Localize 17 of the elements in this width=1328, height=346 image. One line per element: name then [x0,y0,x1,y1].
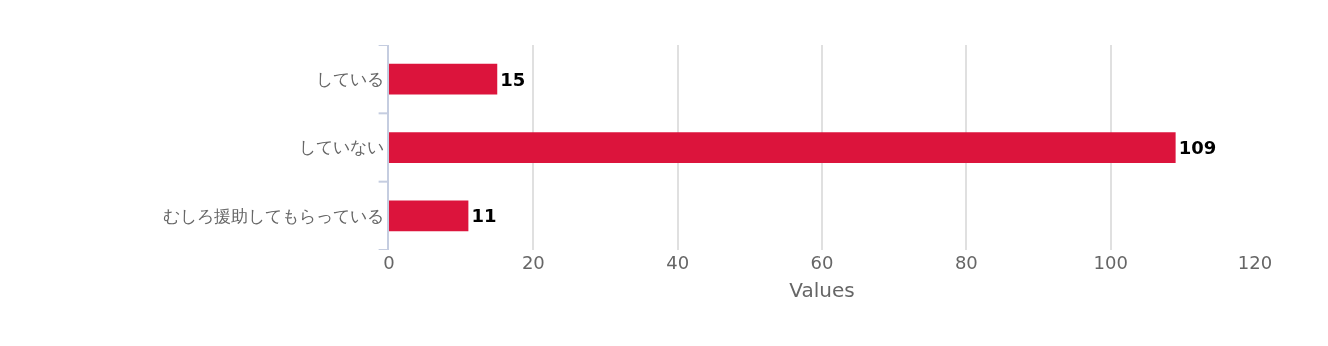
x-tick-label: 60 [810,252,834,273]
y-tick-label: むしろ援助してもらっている [162,205,384,226]
bar [389,200,469,232]
data-label: 109 [1178,137,1217,159]
x-tick-label: 100 [1093,252,1128,273]
bar [389,132,1176,163]
bar [389,63,498,95]
y-tick-label: していない [298,137,384,158]
x-tick-label: 20 [521,252,545,273]
x-tick-label: 120 [1237,252,1273,273]
x-tick-label: 80 [954,252,978,273]
x-tick-label: 0 [383,252,395,273]
x-tick-label: 40 [666,252,690,273]
y-tick-label: している [315,69,384,90]
data-label: 15 [500,68,526,90]
x-axis-title: Values [789,277,855,302]
data-label: 11 [471,205,497,227]
